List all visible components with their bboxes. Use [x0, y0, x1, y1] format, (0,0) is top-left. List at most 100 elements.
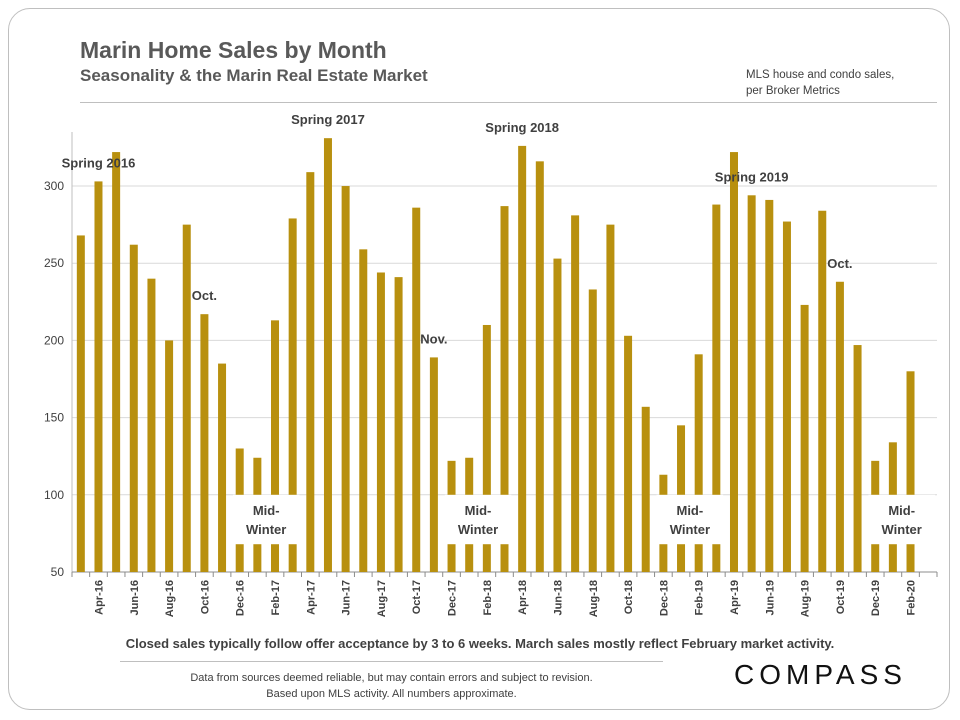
- bar: [906, 371, 915, 572]
- x-tick-label: Apr-17: [305, 580, 317, 615]
- bar: [412, 207, 421, 573]
- bar: [765, 199, 774, 573]
- x-tick-label: Jun-19: [764, 580, 776, 615]
- x-tick-label: Aug-18: [588, 580, 600, 617]
- chart-title: Marin Home Sales by Month: [80, 37, 387, 63]
- peak-annotation: Spring 2018: [485, 120, 559, 135]
- x-tick-label: Dec-18: [658, 580, 670, 616]
- disclaimer-line2: Based upon MLS activity. All numbers app…: [266, 688, 517, 700]
- x-tick-label: Feb-17: [270, 580, 282, 615]
- bar: [747, 195, 756, 572]
- bar: [853, 345, 862, 572]
- y-tick-label: 100: [44, 488, 64, 502]
- source-note-line1: MLS house and condo sales,: [746, 69, 895, 81]
- bar: [129, 244, 138, 572]
- bar: [147, 278, 156, 572]
- x-tick-label: Oct-17: [411, 580, 423, 614]
- mid-winter-label-line1: Mid-: [676, 503, 703, 518]
- disclaimer: Data from sources deemed reliable, but m…: [120, 670, 663, 702]
- bar: [271, 320, 280, 572]
- x-tick-label: Aug-16: [164, 580, 176, 617]
- bar: [376, 272, 385, 572]
- source-note-line2: per Broker Metrics: [746, 85, 840, 97]
- bar: [729, 152, 738, 572]
- bar: [712, 204, 721, 572]
- mid-winter-label-line1: Mid-: [253, 503, 280, 518]
- bar: [165, 340, 174, 572]
- mid-winter-label-line2: Winter: [670, 522, 710, 537]
- x-tick-label: Jun-18: [552, 580, 564, 615]
- bar: [782, 221, 791, 572]
- bar: [200, 314, 209, 572]
- x-tick-label: Oct-18: [623, 580, 635, 614]
- bar: [359, 249, 368, 573]
- mid-winter-label-line2: Winter: [882, 522, 922, 537]
- x-tick-label: Feb-20: [906, 580, 918, 615]
- y-tick-label: 150: [44, 411, 64, 425]
- peak-annotation: Nov.: [420, 331, 447, 346]
- mid-winter-box: [444, 494, 512, 545]
- mid-winter-box: [232, 494, 300, 545]
- bar: [112, 152, 121, 572]
- chart-caption: Closed sales typically follow offer acce…: [125, 636, 835, 651]
- y-tick-label: 300: [44, 179, 64, 193]
- x-tick-label: Dec-17: [447, 580, 459, 616]
- bar: [182, 224, 191, 572]
- x-tick-label: Apr-16: [93, 580, 105, 615]
- compass-logo: COMPASS: [734, 659, 907, 690]
- mid-winter-label-line2: Winter: [458, 522, 498, 537]
- y-tick-label: 50: [51, 565, 65, 579]
- disclaimer-line1: Data from sources deemed reliable, but m…: [190, 672, 593, 684]
- bar: [800, 304, 809, 572]
- bar: [394, 277, 403, 572]
- bar: [288, 218, 297, 572]
- x-tick-label: Apr-18: [517, 580, 529, 615]
- x-tick-label: Oct-19: [835, 580, 847, 614]
- bar: [535, 161, 544, 573]
- bar: [482, 324, 491, 572]
- x-tick-label: Feb-18: [482, 580, 494, 615]
- x-tick-label: Aug-19: [800, 580, 812, 617]
- y-tick-label: 250: [44, 256, 64, 270]
- bar: [835, 281, 844, 572]
- bar: [588, 289, 597, 572]
- bar: [518, 145, 527, 573]
- bar: [624, 335, 633, 572]
- x-tick-label: Dec-19: [870, 580, 882, 616]
- source-note: MLS house and condo sales, per Broker Me…: [746, 67, 926, 99]
- bar: [306, 172, 315, 572]
- bar: [76, 235, 85, 572]
- x-tick-label: Jun-17: [341, 580, 353, 615]
- chart-frame: [8, 8, 950, 710]
- bar: [94, 181, 103, 572]
- peak-annotation: Oct.: [192, 288, 217, 303]
- bar: [323, 138, 332, 572]
- bar: [341, 186, 350, 572]
- bar: [571, 215, 580, 573]
- mid-winter-box: [868, 494, 935, 545]
- bar: [553, 258, 562, 572]
- x-tick-label: Feb-19: [694, 580, 706, 615]
- mid-winter-label-line2: Winter: [246, 522, 286, 537]
- bar: [694, 354, 703, 572]
- footer-divider: [120, 661, 663, 662]
- x-tick-label: Aug-17: [376, 580, 388, 617]
- peak-annotation: Oct.: [827, 256, 852, 271]
- chart-subtitle: Seasonality & the Marin Real Estate Mark…: [80, 66, 428, 85]
- peak-annotation: Spring 2017: [291, 112, 365, 127]
- y-tick-label: 200: [44, 333, 64, 347]
- mid-winter-label-line1: Mid-: [465, 503, 492, 518]
- bar: [818, 210, 827, 572]
- x-tick-label: Dec-16: [235, 580, 247, 616]
- bar: [500, 206, 509, 572]
- mid-winter-label-line1: Mid-: [888, 503, 915, 518]
- mid-winter-box: [656, 494, 724, 545]
- x-tick-label: Oct-16: [199, 580, 211, 614]
- peak-annotation: Spring 2019: [715, 169, 789, 184]
- x-tick-label: Jun-16: [129, 580, 141, 615]
- x-tick-label: Apr-19: [729, 580, 741, 615]
- header-divider: [80, 102, 937, 103]
- peak-annotation: Spring 2016: [62, 155, 136, 170]
- bar: [429, 357, 438, 572]
